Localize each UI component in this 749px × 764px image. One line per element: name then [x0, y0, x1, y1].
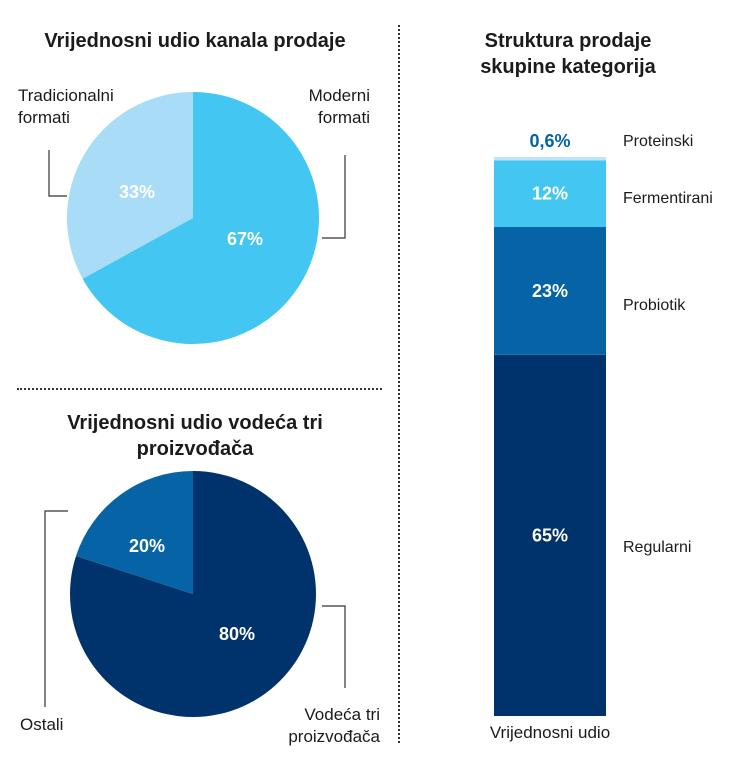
- bar-label-proteinski: Proteinski: [623, 133, 694, 150]
- pie1-slice-label-1: 33%: [119, 182, 155, 202]
- bar-label-fermentirani: Fermentirani: [623, 190, 713, 207]
- bar-label-probiotik: Probiotik: [623, 297, 686, 314]
- bar-segment-2: [494, 160, 606, 228]
- bar-segment-0: [494, 354, 606, 716]
- vertical-divider: [398, 25, 400, 743]
- bar-title: Struktura prodaje skupine kategorija: [480, 30, 656, 78]
- pie2-leader-others: [44, 510, 68, 707]
- bar-segment-3: [494, 157, 606, 161]
- pie2-title: Vrijednosni udio vodeća tri proizvođača: [67, 412, 323, 460]
- pie1-slice-0: [82, 92, 319, 345]
- pie2-slice-label-1: 20%: [129, 536, 165, 556]
- pie1-title: Vrijednosni udio kanala prodaje: [44, 30, 346, 52]
- bar-label-regularni: Regularni: [623, 539, 692, 556]
- bar-category-label: Vrijednosni udio: [489, 723, 611, 742]
- bar-segment-1: [494, 227, 606, 355]
- pie1-slice-label-0: 67%: [227, 229, 263, 249]
- pie2-label-leading: Vodeća tri proizvođača: [288, 705, 380, 746]
- pie2-slice-1: [76, 471, 193, 594]
- pie2-slice-label-0: 80%: [219, 624, 255, 644]
- horizontal-divider: [17, 388, 382, 390]
- pie1-label-modern: Moderni formati: [308, 86, 370, 127]
- pie1-leader-traditional: [48, 150, 67, 197]
- pie1-label-traditional: Tradicionalni formati: [18, 86, 114, 127]
- pie2-label-others: Ostali: [20, 715, 64, 734]
- pie2-leader-leading: [322, 605, 346, 688]
- bar-segment-label-1: 23%: [532, 281, 568, 301]
- bar-segment-label-2: 12%: [532, 184, 568, 204]
- pie1-leader-modern: [322, 155, 346, 239]
- bar-segment-label-3: 0,6%: [529, 131, 570, 151]
- bar-segment-label-0: 65%: [532, 525, 568, 545]
- pie1-slice-1: [67, 92, 193, 279]
